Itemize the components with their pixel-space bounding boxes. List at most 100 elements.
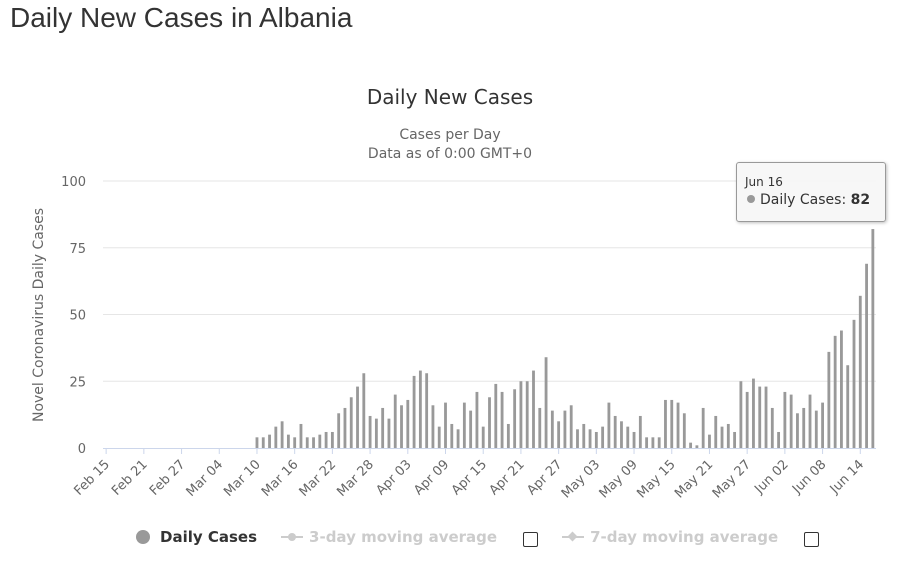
bar[interactable] <box>532 370 535 448</box>
bar[interactable] <box>343 407 347 448</box>
bar[interactable] <box>632 431 636 448</box>
bar[interactable] <box>708 434 711 448</box>
bar[interactable] <box>469 410 473 448</box>
bar[interactable] <box>299 423 303 448</box>
bar[interactable] <box>255 437 259 448</box>
bar[interactable] <box>645 437 649 448</box>
bar[interactable] <box>475 391 479 448</box>
bar[interactable] <box>789 394 793 448</box>
bar[interactable] <box>764 386 768 448</box>
bar[interactable] <box>500 391 504 448</box>
bar[interactable] <box>318 434 322 448</box>
bar[interactable] <box>607 402 611 448</box>
bar[interactable] <box>695 445 699 448</box>
bar[interactable] <box>349 397 353 448</box>
bar[interactable] <box>676 402 680 448</box>
bar[interactable] <box>462 402 466 448</box>
bar[interactable] <box>827 351 831 448</box>
bar[interactable] <box>356 386 359 448</box>
bar[interactable] <box>714 415 718 448</box>
bar[interactable] <box>456 429 460 448</box>
bar[interactable] <box>576 429 579 448</box>
bar[interactable] <box>865 263 868 448</box>
legend-item-3-day-average[interactable]: 3-day moving average <box>281 528 497 546</box>
bar[interactable] <box>400 405 403 448</box>
bar[interactable] <box>406 399 410 448</box>
bar[interactable] <box>783 391 787 448</box>
bar[interactable] <box>821 402 824 448</box>
bar[interactable] <box>525 381 529 448</box>
legend-item-daily-cases[interactable]: Daily Cases <box>136 528 257 546</box>
bar[interactable] <box>261 437 265 448</box>
bar[interactable] <box>557 421 561 448</box>
bar[interactable] <box>519 381 523 448</box>
bar[interactable] <box>802 407 806 448</box>
bar[interactable] <box>664 399 667 448</box>
bar[interactable] <box>651 437 655 448</box>
bar[interactable] <box>488 397 491 448</box>
bar[interactable] <box>418 370 422 448</box>
bar[interactable] <box>444 402 447 448</box>
bar[interactable] <box>770 407 774 448</box>
bar[interactable] <box>412 375 416 448</box>
bar[interactable] <box>689 442 693 448</box>
bar[interactable] <box>720 426 724 448</box>
bar[interactable] <box>280 421 284 448</box>
bar[interactable] <box>324 431 328 448</box>
bar[interactable] <box>871 229 875 448</box>
bar[interactable] <box>701 407 705 448</box>
bar[interactable] <box>601 426 605 448</box>
bar[interactable] <box>588 429 592 448</box>
bar[interactable] <box>852 319 856 448</box>
bar[interactable] <box>293 437 297 448</box>
bar[interactable] <box>814 410 818 448</box>
checkbox-3-day-average[interactable] <box>523 531 539 547</box>
bar[interactable] <box>544 357 548 448</box>
bar[interactable] <box>387 418 391 448</box>
bar[interactable] <box>682 413 686 448</box>
bar[interactable] <box>846 365 850 448</box>
bar[interactable] <box>305 437 309 448</box>
bar[interactable] <box>506 423 510 448</box>
bar[interactable] <box>670 399 674 448</box>
bar[interactable] <box>858 295 862 448</box>
bar[interactable] <box>330 431 334 448</box>
bar[interactable] <box>796 413 799 448</box>
bar[interactable] <box>777 431 781 448</box>
bar[interactable] <box>745 391 749 448</box>
bar[interactable] <box>840 330 843 448</box>
bar[interactable] <box>638 415 642 448</box>
bar[interactable] <box>337 413 341 448</box>
bar[interactable] <box>274 426 278 448</box>
bar[interactable] <box>808 394 812 448</box>
bar[interactable] <box>833 335 837 448</box>
bar[interactable] <box>494 383 498 448</box>
bar[interactable] <box>726 423 730 448</box>
bar[interactable] <box>569 405 573 448</box>
bar[interactable] <box>513 389 517 448</box>
bar[interactable] <box>613 415 617 448</box>
checkbox-7-day-average[interactable] <box>804 531 820 547</box>
bar[interactable] <box>431 405 435 448</box>
bar[interactable] <box>312 437 315 448</box>
bar[interactable] <box>752 378 755 448</box>
bar[interactable] <box>620 421 623 448</box>
bar[interactable] <box>381 407 385 448</box>
bar[interactable] <box>286 434 290 448</box>
bar[interactable] <box>538 407 542 448</box>
bar[interactable] <box>425 373 429 448</box>
bar[interactable] <box>481 426 485 448</box>
legend-item-7-day-average[interactable]: 7-day moving average <box>562 528 778 546</box>
bar[interactable] <box>437 426 441 448</box>
bar[interactable] <box>268 434 271 448</box>
bar[interactable] <box>368 415 372 448</box>
bar[interactable] <box>626 426 630 448</box>
bar[interactable] <box>733 431 737 448</box>
bar[interactable] <box>374 418 378 448</box>
bar[interactable] <box>550 410 554 448</box>
bar[interactable] <box>450 423 454 448</box>
bar[interactable] <box>758 386 762 448</box>
bar[interactable] <box>393 394 397 448</box>
bar[interactable] <box>657 437 661 448</box>
bar[interactable] <box>582 423 586 448</box>
